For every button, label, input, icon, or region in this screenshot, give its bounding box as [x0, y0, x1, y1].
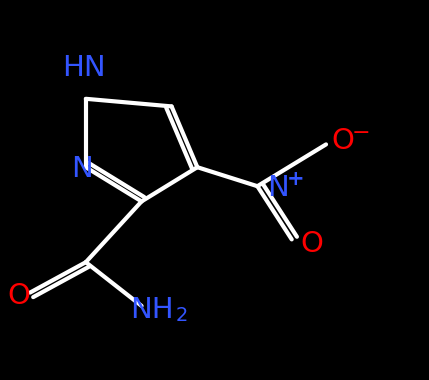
Text: HN: HN	[62, 54, 106, 82]
Text: −: −	[352, 123, 371, 143]
Text: O: O	[331, 127, 354, 155]
Text: 2: 2	[175, 306, 187, 325]
Text: NH: NH	[130, 296, 174, 324]
Text: N: N	[267, 174, 289, 202]
Text: O: O	[8, 282, 31, 310]
Text: N: N	[71, 155, 92, 183]
Text: +: +	[287, 169, 305, 189]
Text: O: O	[301, 230, 324, 258]
